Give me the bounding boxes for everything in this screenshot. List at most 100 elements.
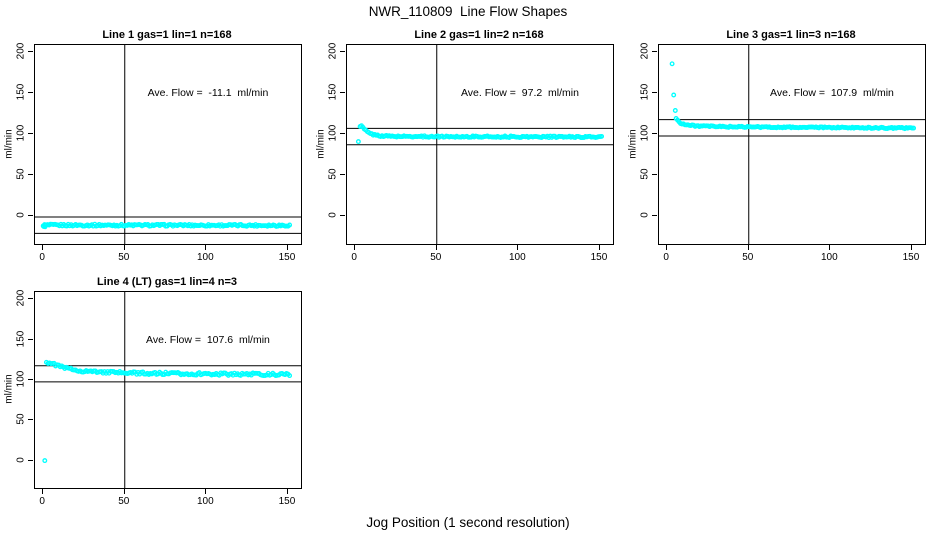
figure-title: NWR_110809 Line Flow Shapes xyxy=(368,4,568,19)
y-axis-label: ml/min xyxy=(3,374,15,404)
y-tick-label: 200 xyxy=(15,289,27,307)
y-tick-label: 150 xyxy=(639,83,651,101)
data-point xyxy=(42,458,48,464)
x-tick-label: 0 xyxy=(39,496,45,507)
y-tick-label: 100 xyxy=(15,124,27,142)
y-tick-label: 0 xyxy=(15,456,27,463)
x-tick-mark xyxy=(286,489,288,494)
y-tick-label: 0 xyxy=(15,212,27,218)
x-tick-label: 50 xyxy=(118,496,130,507)
subplot-title: Line 2 gas=1 lin=2 n=168 xyxy=(414,29,544,41)
plot-area: Ave. Flow = -11.1 ml/min xyxy=(34,44,302,245)
x-tick-mark xyxy=(205,489,207,494)
y-tick-label: 0 xyxy=(327,212,339,218)
data-points xyxy=(40,221,293,230)
y-tick-mark xyxy=(652,51,657,53)
y-tick-label: 200 xyxy=(15,43,27,60)
data-points xyxy=(669,61,917,132)
x-tick-label: 50 xyxy=(742,252,754,263)
subplot-line-1: Line 1 gas=1 lin=1 n=168 ml/min Ave. Flo… xyxy=(0,28,312,278)
x-tick-label: 100 xyxy=(509,252,526,263)
y-tick-mark xyxy=(28,133,33,135)
x-tick-mark xyxy=(666,245,668,250)
y-tick-mark xyxy=(28,215,33,217)
scatter-canvas xyxy=(347,45,613,244)
subplot-line-4: Line 4 (LT) gas=1 lin=4 n=3 ml/min Ave. … xyxy=(0,275,312,525)
x-tick-mark xyxy=(598,245,600,250)
scatter-canvas xyxy=(35,45,301,244)
y-tick-label: 50 xyxy=(327,168,339,180)
y-tick-mark xyxy=(652,215,657,217)
x-tick-mark xyxy=(123,245,125,250)
y-tick-mark xyxy=(340,133,345,135)
data-point xyxy=(599,133,605,139)
y-tick-mark xyxy=(28,92,33,94)
y-axis-label: ml/min xyxy=(315,128,327,159)
plot-area: Ave. Flow = 107.9 ml/min xyxy=(658,44,926,245)
data-point xyxy=(355,139,361,145)
y-axis-label: ml/min xyxy=(627,128,639,159)
x-tick-label: 100 xyxy=(197,252,214,263)
x-tick-mark xyxy=(205,245,207,250)
x-tick-mark xyxy=(286,245,288,250)
y-tick-mark xyxy=(28,298,33,300)
data-point xyxy=(911,125,917,131)
y-tick-label: 200 xyxy=(639,43,651,60)
subplot-title: Line 4 (LT) gas=1 lin=4 n=3 xyxy=(96,276,238,288)
y-tick-label: 50 xyxy=(15,413,27,425)
x-tick-label: 0 xyxy=(663,252,669,263)
y-tick-mark xyxy=(652,174,657,176)
y-tick-label: 150 xyxy=(15,330,27,347)
y-tick-label: 200 xyxy=(327,43,339,60)
x-tick-label: 100 xyxy=(821,252,838,263)
y-tick-mark xyxy=(652,92,657,94)
subplot-line-3: Line 3 gas=1 lin=3 n=168 ml/min Ave. Flo… xyxy=(624,28,936,278)
x-tick-label: 0 xyxy=(39,252,45,263)
y-axis-label: ml/min xyxy=(3,128,15,159)
y-tick-mark xyxy=(28,174,33,176)
x-tick-label: 150 xyxy=(278,252,296,263)
x-tick-mark xyxy=(42,245,44,250)
scatter-canvas xyxy=(35,292,301,488)
subplot-line-2: Line 2 gas=1 lin=2 n=168 ml/min Ave. Flo… xyxy=(312,28,624,278)
subplot-title: Line 3 gas=1 lin=3 n=168 xyxy=(726,29,856,41)
data-points xyxy=(42,359,293,464)
y-tick-label: 150 xyxy=(327,83,339,101)
x-tick-mark xyxy=(354,245,356,250)
y-tick-label: 150 xyxy=(15,83,27,101)
x-tick-label: 150 xyxy=(902,252,920,263)
x-tick-mark xyxy=(123,489,125,494)
x-tick-label: 0 xyxy=(351,252,357,263)
y-tick-mark xyxy=(340,51,345,53)
x-tick-label: 50 xyxy=(118,252,130,263)
x-tick-label: 150 xyxy=(590,252,608,263)
y-tick-label: 0 xyxy=(639,212,651,218)
x-tick-mark xyxy=(747,245,749,250)
scatter-canvas xyxy=(659,45,925,244)
ave-flow-annotation: Ave. Flow = -11.1 ml/min xyxy=(147,87,269,100)
data-point xyxy=(287,222,293,228)
y-tick-label: 50 xyxy=(15,168,27,180)
plot-area: Ave. Flow = 107.6 ml/min xyxy=(34,291,302,489)
ave-flow-annotation: Ave. Flow = 107.9 ml/min xyxy=(770,87,894,100)
x-tick-mark xyxy=(517,245,519,250)
data-point xyxy=(287,373,293,379)
x-tick-mark xyxy=(42,489,44,494)
y-tick-mark xyxy=(340,92,345,94)
y-tick-label: 100 xyxy=(327,124,339,142)
x-tick-mark xyxy=(910,245,912,250)
y-tick-mark xyxy=(652,133,657,135)
y-tick-mark xyxy=(340,215,345,217)
data-points xyxy=(355,123,605,145)
x-tick-label: 50 xyxy=(430,252,442,263)
data-point xyxy=(671,92,677,98)
x-tick-label: 100 xyxy=(197,496,214,507)
y-tick-mark xyxy=(28,378,33,380)
y-tick-mark xyxy=(28,338,33,340)
x-tick-mark xyxy=(435,245,437,250)
x-tick-mark xyxy=(829,245,831,250)
plot-area: Ave. Flow = 97.2 ml/min xyxy=(346,44,614,245)
ave-flow-annotation: Ave. Flow = 107.6 ml/min xyxy=(146,333,270,346)
ave-flow-annotation: Ave. Flow = 97.2 ml/min xyxy=(460,87,579,100)
